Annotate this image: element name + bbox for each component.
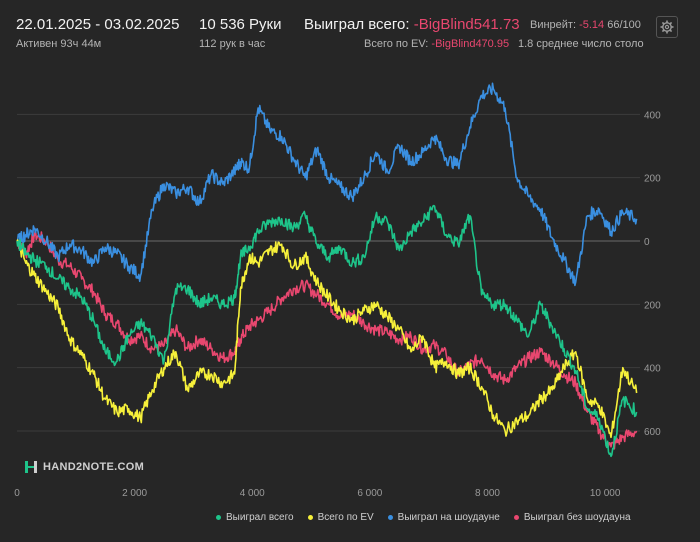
chart-legend: Выиграл всего Всего по EV Выиграл на шоу…	[216, 512, 631, 523]
chart-series	[16, 82, 638, 458]
winrate: Винрейт: -5.14 66/100	[530, 19, 641, 31]
series-line-pink	[16, 228, 638, 450]
legend-item-non-showdown[interactable]: Выиграл без шоудауна	[513, 512, 631, 523]
won-total-value: -BigBlind541.73	[413, 16, 520, 33]
date-range: 22.01.2025 - 03.02.2025	[16, 16, 180, 33]
logo-text: HAND2NOTE.COM	[43, 461, 145, 473]
hands-per-hour: 112 рук в час	[199, 38, 266, 50]
x-tick-label: 6 000	[357, 488, 382, 499]
winrate-suffix: 66/100	[607, 19, 641, 31]
y-tick-label: 200	[644, 174, 661, 185]
winrate-label: Винрейт:	[530, 19, 577, 31]
chart-grid	[17, 113, 640, 432]
x-tick-label: 4 000	[240, 488, 265, 499]
series-line-green	[16, 204, 638, 458]
x-tick-label: 0	[14, 488, 20, 499]
won-total: Выиграл всего: -BigBlind541.73	[304, 16, 520, 33]
legend-item-showdown[interactable]: Выиграл на шоудауне	[387, 512, 500, 523]
legend-label: Всего по EV	[317, 512, 374, 523]
y-axis-ticks: 400 200 0 200 400 600	[644, 110, 661, 438]
avg-tables: 1.8 среднее число столо	[518, 38, 644, 50]
ev-total-label: Всего по EV:	[364, 38, 429, 50]
x-tick-label: 8 000	[475, 488, 500, 499]
y-tick-label: 0	[644, 237, 650, 248]
legend-dot	[513, 514, 519, 520]
hand2note-logo: HAND2NOTE.COM	[24, 460, 144, 474]
series-line-yellow	[16, 239, 638, 439]
y-tick-label: 400	[644, 364, 661, 375]
won-total-label: Выиграл всего:	[304, 16, 410, 33]
y-tick-label: 400	[644, 110, 661, 121]
legend-item-ev[interactable]: Всего по EV	[307, 512, 374, 523]
legend-dot	[387, 514, 393, 520]
active-time: Активен 93ч 44м	[16, 38, 102, 50]
logo-icon	[25, 461, 37, 473]
y-tick-label: 200	[644, 300, 661, 311]
legend-label: Выиграл на шоудауне	[397, 512, 500, 523]
x-tick-label: 2 000	[122, 488, 147, 499]
ev-total: Всего по EV: -BigBlind470.95	[364, 38, 509, 50]
legend-item-won-total[interactable]: Выиграл всего	[216, 512, 294, 523]
gear-icon	[660, 20, 674, 34]
ev-total-value: -BigBlind470.95	[431, 38, 510, 50]
series-line-blue	[16, 82, 638, 287]
legend-label: Выиграл без шоудауна	[523, 512, 631, 523]
legend-dot	[307, 514, 313, 520]
y-tick-label: 600	[644, 427, 661, 438]
x-axis-ticks: 0 2 000 4 000 6 000 8 000 10 000	[14, 488, 621, 499]
x-tick-label: 10 000	[590, 488, 621, 499]
legend-dot	[216, 514, 221, 520]
legend-label: Выиграл всего	[226, 512, 294, 523]
winrate-value: -5.14	[579, 19, 605, 31]
hands-count: 10 536 Руки	[199, 16, 282, 33]
settings-button[interactable]	[656, 16, 678, 38]
